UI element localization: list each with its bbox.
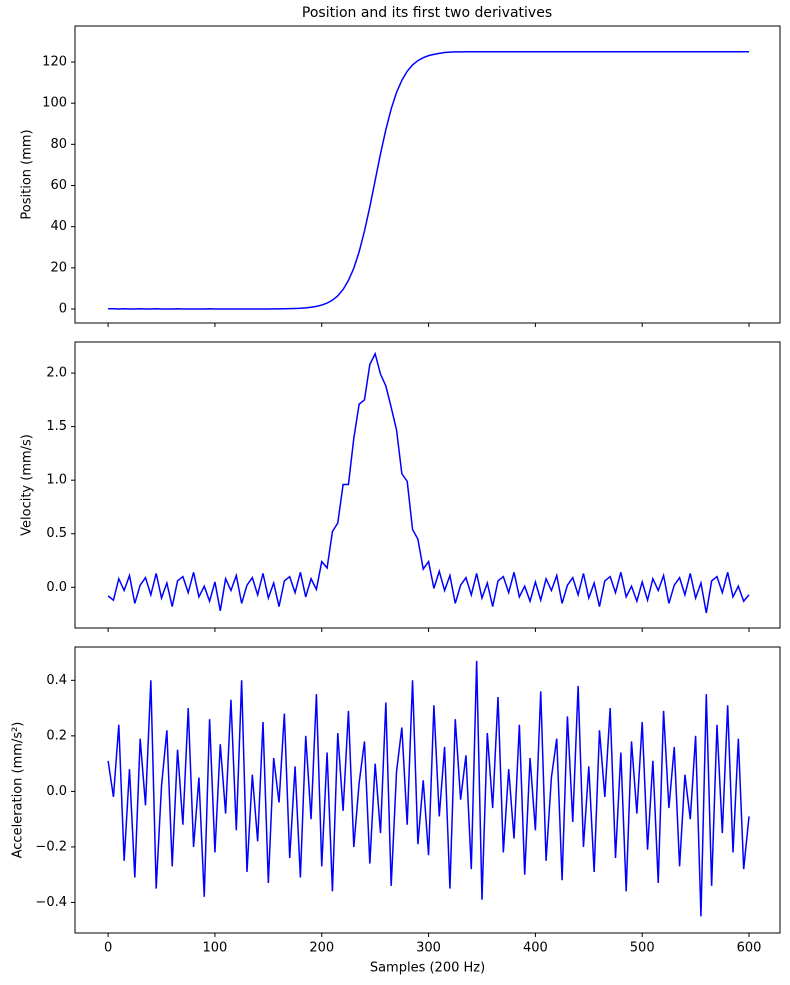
axes-frame (74, 25, 781, 324)
data-line (108, 50, 750, 310)
x-axis-label: Samples (200 Hz) (370, 961, 485, 976)
y-tick-label: 100 (42, 96, 67, 111)
x-tick-label: 300 (416, 941, 441, 956)
y-tick-label: 0 (59, 302, 67, 317)
y-axis-label: Velocity (mm/s) (20, 434, 35, 536)
y-tick-label: 0.0 (46, 784, 67, 799)
x-tick-label: 500 (630, 941, 655, 956)
y-axis-label: Acceleration (mm/s²) (11, 722, 26, 859)
y-tick-label: 60 (50, 178, 67, 193)
y-tick-label: −0.4 (35, 895, 67, 910)
figure-title: Position and its first two derivatives (302, 5, 552, 21)
y-tick-label: 0.2 (46, 728, 67, 743)
y-tick-label: 0.5 (46, 526, 67, 541)
y-tick-label: 20 (50, 260, 67, 275)
axes-frame (74, 341, 781, 629)
y-tick-label: 0.4 (46, 673, 67, 688)
y-tick-label: 0.0 (46, 580, 67, 595)
y-tick-label: 40 (50, 219, 67, 234)
x-tick-label: 0 (104, 941, 112, 956)
y-tick-label: 120 (42, 55, 67, 70)
data-line (107, 660, 750, 917)
y-tick-label: 80 (50, 137, 67, 152)
x-tick-label: 600 (737, 941, 762, 956)
y-tick-label: −0.2 (35, 839, 67, 854)
x-tick-label: 200 (309, 941, 334, 956)
y-tick-label: 2.0 (46, 366, 67, 381)
x-tick-label: 400 (523, 941, 548, 956)
axes-frame (74, 646, 781, 934)
y-tick-label: 1.0 (46, 473, 67, 488)
x-tick-label: 100 (203, 941, 228, 956)
data-line (107, 351, 750, 614)
y-tick-label: 1.5 (46, 419, 67, 434)
y-axis-label: Position (mm) (20, 129, 35, 219)
